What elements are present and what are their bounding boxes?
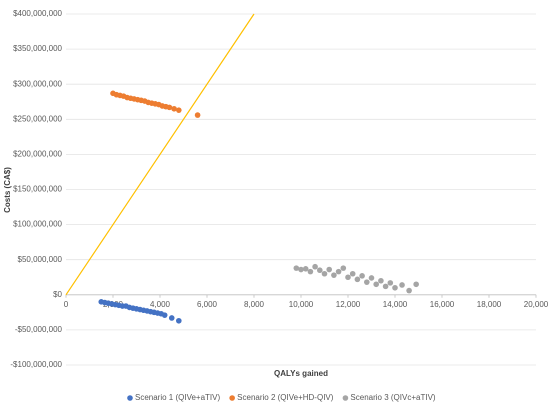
y-tick-label: $150,000,000: [13, 185, 62, 194]
data-point: [345, 274, 351, 281]
data-point: [161, 312, 168, 318]
data-point: [382, 283, 389, 290]
y-tick-label: $350,000,000: [13, 44, 62, 53]
y-tick-label: $300,000,000: [13, 79, 62, 88]
y-tick-label: $50,000,000: [18, 255, 63, 264]
data-point: [406, 287, 412, 294]
data-point: [368, 275, 375, 281]
x-tick-label: 16,000: [430, 300, 455, 309]
x-tick-label: 8,000: [244, 300, 265, 309]
legend-marker: [229, 395, 235, 401]
data-point: [298, 266, 304, 273]
legend-label: Scenario 3 (QIVc+aTIV): [350, 393, 435, 402]
data-point: [293, 265, 300, 271]
x-tick-label: 20,000: [524, 300, 549, 309]
y-axis-title: Costs (CA$): [3, 167, 12, 213]
data-point: [302, 266, 309, 272]
legend-marker: [127, 395, 133, 401]
y-tick-label: $250,000,000: [13, 114, 62, 123]
data-point: [399, 282, 405, 288]
data-point: [321, 270, 328, 277]
y-tick-label: $0: [53, 290, 62, 299]
data-point: [312, 263, 318, 270]
data-point: [340, 265, 347, 271]
x-tick-label: 18,000: [477, 300, 502, 309]
data-point: [349, 270, 356, 277]
data-point: [354, 276, 361, 283]
x-tick-label: 10,000: [289, 300, 314, 309]
legend-label: Scenario 1 (QIVe+aTIV): [135, 393, 220, 402]
legend-label: Scenario 2 (QIVe+HD-QIV): [237, 393, 334, 402]
y-tick-label: -$100,000,000: [10, 360, 62, 369]
data-point: [387, 280, 394, 286]
y-tick-label: $400,000,000: [13, 9, 62, 18]
data-point: [171, 105, 177, 112]
data-point: [307, 268, 314, 275]
x-tick-label: 6,000: [197, 300, 218, 309]
data-point: [373, 281, 380, 288]
data-point: [317, 267, 323, 274]
legend-marker: [342, 395, 349, 401]
data-point: [326, 266, 333, 273]
data-point: [176, 107, 182, 113]
y-tick-label: -$50,000,000: [15, 325, 63, 334]
data-point: [331, 272, 337, 278]
data-point: [194, 112, 201, 118]
y-tick-label: $200,000,000: [13, 150, 62, 159]
x-tick-label: 12,000: [336, 300, 361, 309]
reference-line: [65, 13, 255, 296]
data-point: [413, 281, 419, 288]
data-point: [378, 277, 384, 284]
x-tick-label: 4,000: [150, 300, 171, 309]
data-point: [176, 317, 182, 324]
data-point: [335, 268, 342, 275]
data-point: [359, 273, 365, 279]
x-tick-label: 14,000: [383, 300, 408, 309]
y-tick-label: $100,000,000: [13, 220, 62, 229]
data-point: [168, 315, 175, 321]
data-point: [364, 279, 370, 285]
x-tick-label: 0: [64, 300, 69, 309]
x-axis-title: QALYs gained: [274, 369, 328, 378]
data-point: [166, 104, 173, 111]
data-point: [392, 284, 398, 291]
